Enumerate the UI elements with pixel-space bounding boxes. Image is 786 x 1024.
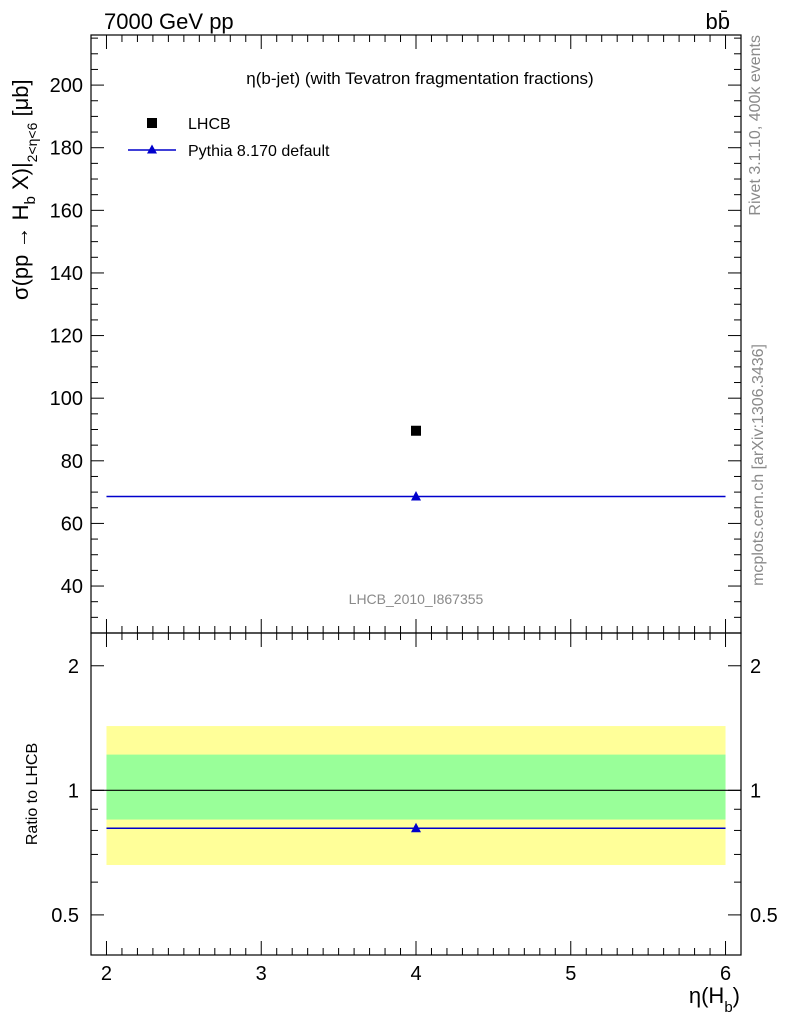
main-panel: η(b-jet) (with Tevatron fragmentation fr… [8, 34, 742, 634]
x-tick-label: 4 [410, 963, 421, 985]
legend-label-pythia: Pythia 8.170 default [188, 143, 330, 160]
ratio-y-tick-label: 1 [68, 780, 79, 802]
x-tick-label: 6 [720, 963, 731, 985]
process-label: bb̄ [706, 9, 730, 34]
ratio-y-tick-label-right: 1 [750, 780, 761, 802]
uncertainty-band [106, 754, 726, 820]
legend-marker-pythia [147, 144, 157, 154]
energy-label: 7000 GeV pp [104, 9, 234, 34]
ratio-data-point [411, 822, 421, 833]
rivet-label: Rivet 3.1.10, 400k events [747, 35, 764, 216]
main-y-tick-label: 180 [50, 138, 83, 160]
main-y-tick-label: 40 [61, 576, 83, 598]
lhcb-data-point [411, 425, 421, 436]
main-y-tick-label: 80 [61, 451, 83, 473]
main-y-axis-label: σ(pp → Hb X)|2<η<6 [μb] [8, 79, 40, 300]
ratio-y-ticks: 0.5 0.5 1 1 2 2 [51, 656, 778, 956]
ratio-y-tick-label: 0.5 [51, 905, 79, 927]
x-axis-ticks: 2 3 4 5 6 [90, 35, 742, 985]
ratio-plot-frame [90, 632, 742, 956]
x-axis-label: η(Hb) [689, 983, 740, 1016]
ratio-panel: 0.5 0.5 1 1 2 2 2 3 4 5 6 Ratio to LHCB η(Hb) [24, 35, 778, 1016]
analysis-label: LHCB_2010_I867355 [349, 591, 484, 607]
main-title: η(b-jet) (with Tevatron fragmentation fr… [246, 69, 593, 88]
legend-marker-lhcb [147, 118, 157, 128]
main-y-tick-label: 160 [50, 200, 83, 222]
main-y-tick-label: 60 [61, 513, 83, 535]
legend: LHCB Pythia 8.170 default [128, 116, 330, 160]
main-y-tick-label: 200 [50, 75, 83, 97]
ratio-y-tick-label-right: 0.5 [750, 905, 778, 927]
ratio-bands [91, 726, 741, 866]
main-y-tick-label: 100 [50, 388, 83, 410]
ratio-y-tick-label-right: 2 [750, 656, 761, 678]
main-y-ticks: 40 60 80 100 120 140 160 180 200 [50, 37, 741, 618]
main-data-marks [106, 425, 726, 501]
ratio-data-marks [106, 822, 726, 833]
legend-label-lhcb: LHCB [188, 116, 231, 133]
ratio-y-axis-label: Ratio to LHCB [24, 743, 41, 845]
ratio-y-tick-label: 2 [68, 656, 79, 678]
x-tick-label: 2 [101, 963, 112, 985]
pythia-data-point [411, 490, 421, 501]
main-y-tick-label: 140 [50, 263, 83, 285]
mcplots-label: mcplots.cern.ch [arXiv:1306.3436] [750, 344, 767, 586]
x-tick-label: 3 [256, 963, 267, 985]
x-tick-label: 5 [565, 963, 576, 985]
main-y-tick-label: 120 [50, 326, 83, 348]
